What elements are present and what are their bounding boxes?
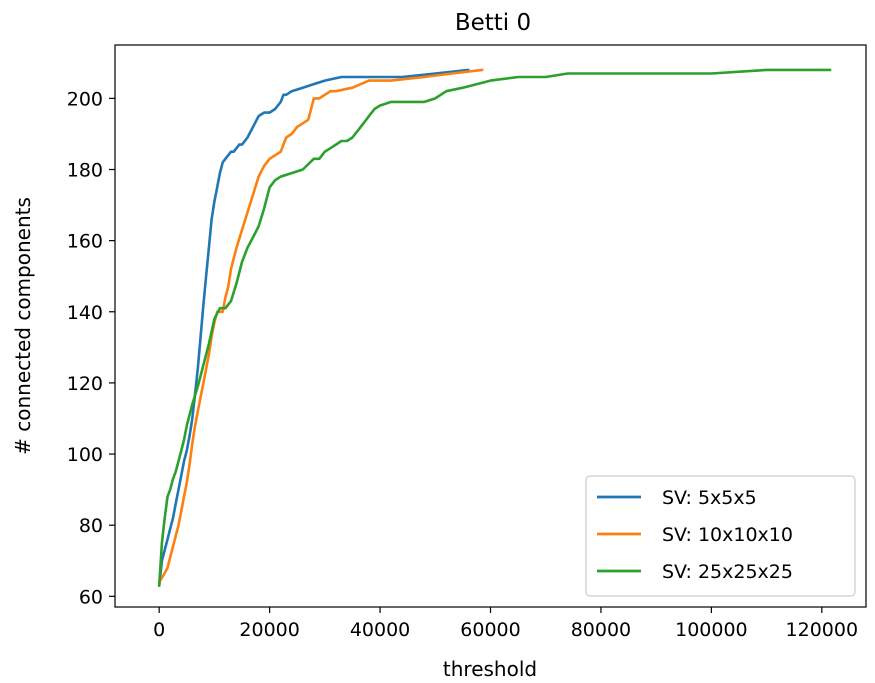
plot-area bbox=[157, 68, 832, 588]
x-tick-label: 60000 bbox=[460, 619, 520, 641]
x-tick-label: 100000 bbox=[675, 619, 748, 641]
y-tick-label: 100 bbox=[67, 444, 103, 466]
x-axis-label: threshold bbox=[443, 657, 537, 681]
legend-box bbox=[585, 475, 856, 597]
legend-label-3: SV: 25x25x25 bbox=[662, 561, 793, 583]
series-line-1 bbox=[157, 68, 470, 588]
x-tick-label: 20000 bbox=[239, 619, 299, 641]
x-tick-label: 0 bbox=[153, 619, 165, 641]
y-tick-label: 80 bbox=[79, 515, 103, 537]
chart-title: Betti 0 bbox=[455, 10, 531, 36]
y-tick-label: 120 bbox=[67, 373, 103, 395]
x-tick-label: 120000 bbox=[786, 619, 859, 641]
legend-label-2: SV: 10x10x10 bbox=[662, 524, 793, 546]
x-axis: 0 20000 40000 60000 80000 100000 120000 bbox=[153, 607, 858, 641]
x-tick-label: 40000 bbox=[350, 619, 410, 641]
y-tick-label: 200 bbox=[67, 88, 103, 110]
y-tick-label: 180 bbox=[67, 159, 103, 181]
y-tick-label: 160 bbox=[67, 231, 103, 253]
y-tick-label: 60 bbox=[79, 586, 103, 608]
y-axis-label: # connected components bbox=[11, 197, 35, 455]
series-line-2 bbox=[157, 68, 484, 584]
y-tick-label: 140 bbox=[67, 302, 103, 324]
x-tick-label: 80000 bbox=[571, 619, 631, 641]
series-line-3 bbox=[157, 68, 832, 588]
y-axis: 60 80 100 120 140 160 180 200 bbox=[67, 88, 115, 608]
legend-label-1: SV: 5x5x5 bbox=[662, 487, 757, 509]
legend: SV: 5x5x5 SV: 10x10x10 SV: 25x25x25 bbox=[585, 475, 856, 597]
